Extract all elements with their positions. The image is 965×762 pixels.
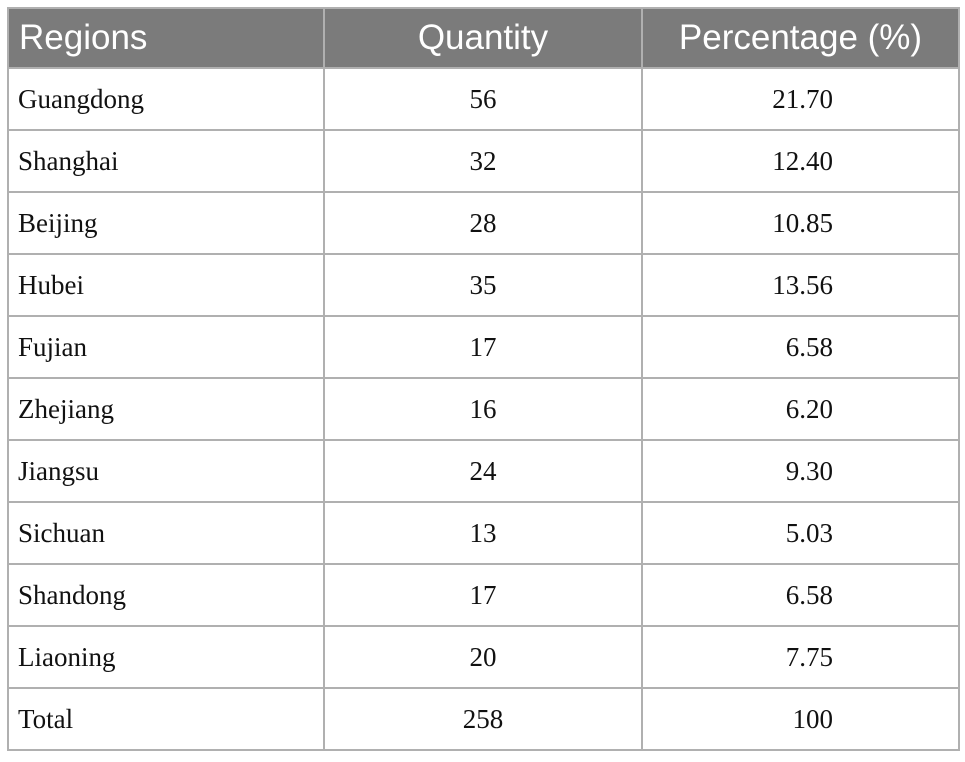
table-row: Beijing 28 10.85 [7, 191, 960, 255]
table-row: Total 258 100 [7, 687, 960, 751]
table-cell: Shandong [7, 563, 325, 627]
table-body: Guangdong 56 21.70 Shanghai 32 12.40 Beijing 28… [7, 67, 960, 751]
table-cell: Shanghai [7, 129, 325, 193]
table-cell: 13.56 [641, 253, 960, 317]
table-cell: 6.20 [641, 377, 960, 441]
header-row: Regions Quantity Percentage (%) [7, 7, 960, 69]
column-header: Quantity [323, 7, 643, 69]
column-header: Percentage (%) [641, 7, 960, 69]
table-header: Regions Quantity Percentage (%) [7, 7, 960, 69]
table-row: Fujian 17 6.58 [7, 315, 960, 379]
table-cell: Jiangsu [7, 439, 325, 503]
table-cell: Sichuan [7, 501, 325, 565]
table-cell: Liaoning [7, 625, 325, 689]
table-cell: 13 [323, 501, 643, 565]
table-cell: Fujian [7, 315, 325, 379]
table-row: Shanghai 32 12.40 [7, 129, 960, 193]
table-cell: 6.58 [641, 315, 960, 379]
table-row: Liaoning 20 7.75 [7, 625, 960, 689]
table-row: Sichuan 13 5.03 [7, 501, 960, 565]
column-header: Regions [7, 7, 325, 69]
table-cell: Hubei [7, 253, 325, 317]
table-cell: 100 [641, 687, 960, 751]
table-cell: 35 [323, 253, 643, 317]
table-cell: Guangdong [7, 67, 325, 131]
table-cell: 32 [323, 129, 643, 193]
table-row: Zhejiang 16 6.20 [7, 377, 960, 441]
table-cell: 258 [323, 687, 643, 751]
table-cell: 12.40 [641, 129, 960, 193]
table-cell: 17 [323, 315, 643, 379]
data-table: Regions Quantity Percentage (%) Guangdong 5… [7, 7, 960, 751]
table-cell: 9.30 [641, 439, 960, 503]
table-row: Hubei 35 13.56 [7, 253, 960, 317]
table-cell: 20 [323, 625, 643, 689]
table-row: Shandong 17 6.58 [7, 563, 960, 627]
table-container: Regions Quantity Percentage (%) Guangdong 5… [7, 7, 960, 751]
table-cell: Zhejiang [7, 377, 325, 441]
table-cell: 16 [323, 377, 643, 441]
table-row: Guangdong 56 21.70 [7, 67, 960, 131]
table-cell: 28 [323, 191, 643, 255]
table-row: Jiangsu 24 9.30 [7, 439, 960, 503]
table-cell: 24 [323, 439, 643, 503]
table-cell: 10.85 [641, 191, 960, 255]
table-cell: 21.70 [641, 67, 960, 131]
table-cell: 6.58 [641, 563, 960, 627]
table-cell: 5.03 [641, 501, 960, 565]
table-cell: Total [7, 687, 325, 751]
table-cell: Beijing [7, 191, 325, 255]
table-cell: 17 [323, 563, 643, 627]
table-cell: 56 [323, 67, 643, 131]
table-cell: 7.75 [641, 625, 960, 689]
